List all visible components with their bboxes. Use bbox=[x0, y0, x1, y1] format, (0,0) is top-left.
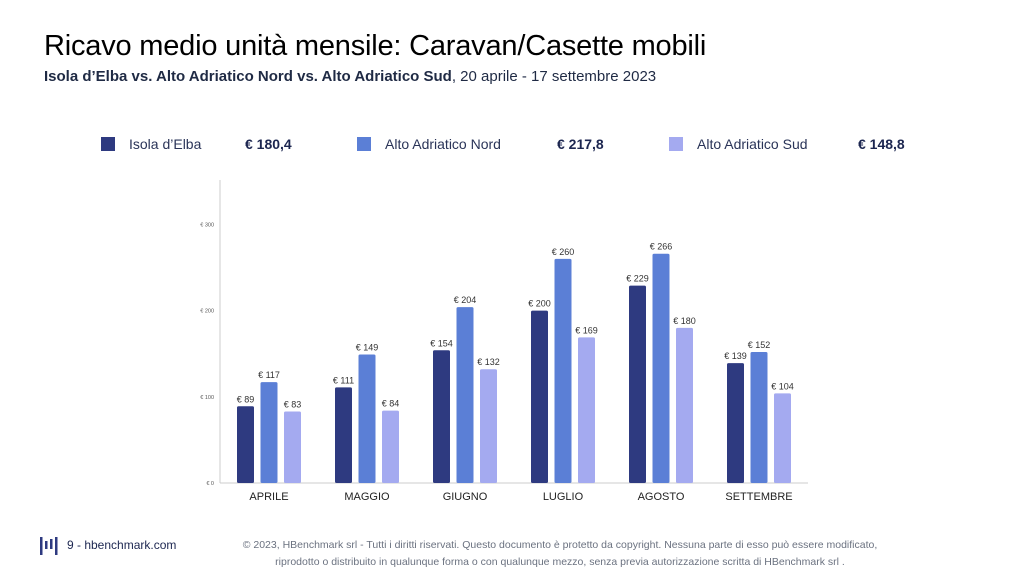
subtitle-period: , 20 aprile - 17 settembre 2023 bbox=[451, 68, 657, 85]
bar bbox=[382, 410, 399, 483]
legend-avg-alto-adriatico-sud: € 148,8 bbox=[858, 136, 905, 152]
legend-label-isola-elba: Isola d’Elba bbox=[129, 136, 202, 152]
bar bbox=[531, 310, 548, 483]
x-tick-label: MAGGIO bbox=[344, 491, 390, 503]
bar bbox=[554, 258, 572, 483]
y-tick-label: € 300 bbox=[200, 222, 214, 228]
legend-item-alto-adriatico-sud: Alto Adriatico Sud bbox=[669, 134, 808, 154]
hbenchmark-logo-icon bbox=[40, 537, 58, 555]
data-label: € 83 bbox=[284, 399, 302, 409]
footer-copyright: © 2023, HBenchmark srl - Tutti i diritti… bbox=[210, 537, 910, 571]
x-tick-label: GIUGNO bbox=[443, 491, 488, 503]
data-label: € 266 bbox=[650, 242, 673, 252]
bar bbox=[284, 411, 301, 483]
bar bbox=[237, 406, 254, 483]
data-label: € 117 bbox=[258, 370, 280, 380]
data-label: € 104 bbox=[771, 381, 794, 391]
x-tick-label: AGOSTO bbox=[638, 491, 685, 503]
data-label: € 200 bbox=[528, 299, 551, 309]
data-label: € 111 bbox=[333, 375, 354, 385]
bar bbox=[578, 337, 595, 483]
bar bbox=[433, 350, 450, 483]
bar bbox=[456, 307, 474, 483]
x-tick-label: APRILE bbox=[249, 491, 288, 503]
legend-item-alto-adriatico-nord: Alto Adriatico Nord bbox=[357, 134, 501, 154]
data-label: € 229 bbox=[626, 274, 649, 284]
bar bbox=[652, 253, 670, 483]
page-title: Ricavo medio unità mensile: Caravan/Case… bbox=[44, 30, 707, 62]
bar bbox=[750, 351, 768, 483]
bar bbox=[358, 354, 376, 483]
data-label: € 149 bbox=[356, 343, 379, 353]
data-label: € 260 bbox=[552, 247, 575, 257]
bar bbox=[774, 393, 791, 483]
data-label: € 180 bbox=[673, 316, 696, 326]
page-subtitle: Isola d’Elba vs. Alto Adriatico Nord vs.… bbox=[44, 68, 656, 85]
legend-swatch-isola-elba bbox=[101, 137, 115, 151]
subtitle-regions: Isola d’Elba vs. Alto Adriatico Nord vs.… bbox=[44, 68, 452, 85]
x-tick-label: LUGLIO bbox=[543, 491, 584, 503]
legend-swatch-alto-adriatico-nord bbox=[357, 137, 371, 151]
legend-swatch-alto-adriatico-sud bbox=[669, 137, 683, 151]
bar bbox=[260, 382, 278, 483]
data-label: € 169 bbox=[575, 325, 598, 335]
data-label: € 204 bbox=[454, 295, 477, 305]
data-label: € 132 bbox=[477, 357, 500, 367]
legend-avg-isola-elba: € 180,4 bbox=[245, 136, 292, 152]
bar bbox=[676, 327, 693, 483]
bar bbox=[335, 387, 352, 483]
data-label: € 89 bbox=[237, 394, 255, 404]
data-label: € 139 bbox=[724, 351, 747, 361]
legend-label-alto-adriatico-sud: Alto Adriatico Sud bbox=[697, 136, 808, 152]
legend-avg-alto-adriatico-nord: € 217,8 bbox=[557, 136, 604, 152]
y-tick-label: € 100 bbox=[200, 395, 214, 401]
data-label: € 152 bbox=[748, 340, 771, 350]
y-tick-label: € 0 bbox=[206, 481, 214, 487]
bar bbox=[629, 285, 646, 483]
data-label: € 84 bbox=[382, 399, 400, 409]
footer-copyright-line-2: riprodotto o distribuito in qualunque fo… bbox=[275, 556, 845, 568]
legend-label-alto-adriatico-nord: Alto Adriatico Nord bbox=[385, 136, 501, 152]
footer-page-number: 9 - hbenchmark.com bbox=[67, 538, 177, 552]
bar bbox=[727, 363, 744, 483]
footer-copyright-line-1: © 2023, HBenchmark srl - Tutti i diritti… bbox=[242, 539, 878, 551]
data-label: € 154 bbox=[430, 338, 453, 348]
x-tick-label: SETTEMBRE bbox=[725, 491, 792, 503]
y-tick-label: € 200 bbox=[200, 309, 214, 315]
bar bbox=[480, 369, 497, 483]
legend-item-isola-elba: Isola d’Elba bbox=[101, 134, 201, 154]
